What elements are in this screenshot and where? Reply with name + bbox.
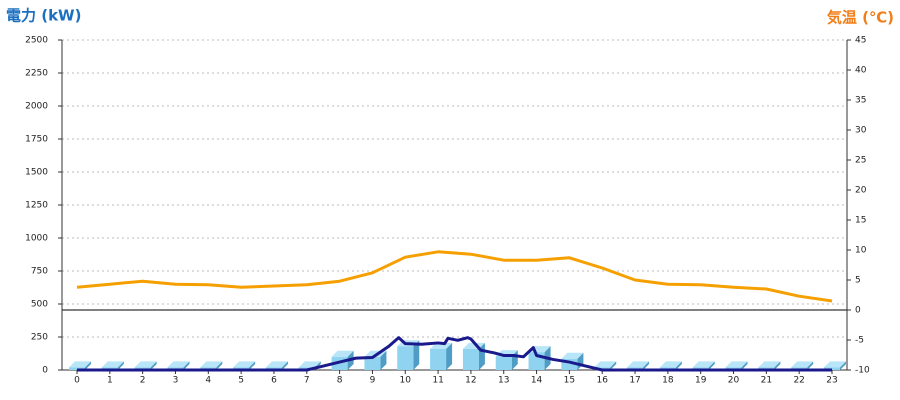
bar-top: [594, 361, 617, 368]
bar-side: [380, 350, 387, 370]
y2-tick-label: 10: [855, 246, 867, 256]
bar-front: [495, 356, 512, 370]
x-tick-label: 8: [337, 376, 343, 386]
bar-side: [741, 361, 748, 370]
bar-top: [167, 361, 190, 368]
bar-top: [824, 361, 846, 368]
left-axis-title: 電力 (kW): [6, 7, 81, 25]
bar-side: [774, 361, 781, 370]
y2-tick-label: 40: [855, 66, 867, 76]
bar-side: [249, 361, 256, 370]
bar-top: [69, 361, 91, 368]
y-tick-label: 1750: [25, 135, 48, 145]
bar-top: [791, 361, 814, 368]
bar-side: [840, 361, 846, 370]
x-tick-label: 1: [107, 376, 113, 386]
bar-front: [462, 348, 479, 370]
bar-side: [281, 361, 288, 370]
bar-top: [725, 361, 748, 368]
y2-tick-label: 20: [855, 186, 867, 196]
bar-top: [298, 361, 321, 368]
bar-top: [134, 361, 157, 368]
x-tick-label: 23: [826, 376, 837, 386]
x-tick-label: 4: [205, 376, 211, 386]
y-tick-label: 1500: [25, 168, 48, 178]
bar-side: [183, 361, 190, 370]
bar-side: [85, 361, 91, 370]
y2-tick-label: 15: [855, 216, 866, 226]
y-tick-label: 0: [42, 366, 48, 376]
line: [76, 250, 833, 303]
y2-tick-label: 35: [855, 96, 866, 106]
bar-front: [364, 356, 381, 370]
bar: [430, 342, 453, 370]
y-tick-label: 250: [31, 333, 48, 343]
x-tick-label: 12: [465, 376, 476, 386]
y-tick-label: 1000: [25, 234, 48, 244]
bar-top: [101, 361, 124, 368]
bar-side: [610, 361, 617, 370]
y-tick-label: 1250: [25, 201, 48, 211]
x-tick-label: 0: [74, 376, 80, 386]
bar-top: [659, 361, 682, 368]
x-tick-label: 18: [662, 376, 674, 386]
bar-top: [692, 361, 715, 368]
bar-side: [216, 361, 223, 370]
bar-front: [561, 358, 578, 370]
y-tick-label: 2500: [25, 36, 48, 46]
x-tick-label: 20: [728, 376, 740, 386]
y-tick-label: 750: [31, 267, 48, 277]
bar-front: [430, 348, 447, 370]
bar-side: [643, 361, 650, 370]
bar-side: [413, 340, 420, 370]
bar-side: [117, 361, 124, 370]
bar-top: [627, 361, 650, 368]
bar-side: [807, 361, 814, 370]
bar-top: [561, 352, 584, 359]
x-tick-label: 11: [432, 376, 443, 386]
y2-tick-label: 5: [855, 276, 861, 286]
bar-top: [233, 361, 256, 368]
x-tick-label: 19: [695, 376, 707, 386]
bar-top: [200, 361, 223, 368]
x-tick-label: 10: [400, 376, 412, 386]
y2-tick-label: -5: [855, 336, 864, 346]
y-tick-label: 2250: [25, 69, 48, 79]
x-tick-label: 7: [304, 376, 310, 386]
bar-top: [331, 350, 354, 357]
x-tick-label: 3: [173, 376, 179, 386]
x-tick-label: 16: [596, 376, 608, 386]
bar-front: [397, 346, 414, 370]
bar-top: [758, 361, 781, 368]
bar: [364, 350, 387, 370]
x-tick-label: 14: [531, 376, 543, 386]
y2-tick-label: 25: [855, 156, 866, 166]
line: [77, 336, 832, 372]
x-tick-label: 15: [564, 376, 575, 386]
bar: [462, 342, 485, 370]
x-tick-label: 22: [793, 376, 804, 386]
x-tick-label: 6: [271, 376, 277, 386]
bar-top: [265, 361, 288, 368]
bar-side: [675, 361, 682, 370]
y-tick-label: 500: [31, 300, 48, 310]
x-tick-label: 9: [370, 376, 376, 386]
x-tick-label: 17: [629, 376, 640, 386]
x-tick-label: 2: [140, 376, 146, 386]
right-axis-title: 気温 (℃): [827, 9, 894, 27]
y2-tick-label: 0: [855, 306, 861, 316]
y2-tick-label: 30: [855, 126, 867, 136]
bar-side: [150, 361, 157, 370]
x-tick-label: 13: [498, 376, 509, 386]
y2-tick-label: -10: [855, 366, 870, 376]
x-tick-label: 5: [238, 376, 244, 386]
x-tick-label: 21: [761, 376, 772, 386]
bar-side: [446, 342, 453, 370]
y-tick-label: 2000: [25, 102, 48, 112]
bar-side: [708, 361, 715, 370]
y2-tick-label: 45: [855, 36, 866, 46]
